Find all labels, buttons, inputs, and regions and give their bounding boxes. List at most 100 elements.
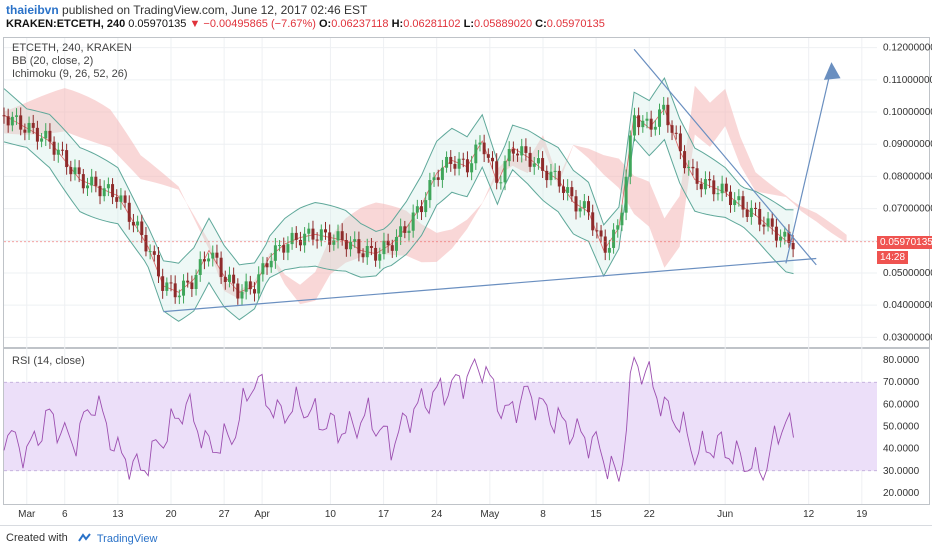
candle-body (344, 240, 348, 250)
candle-body (599, 230, 603, 237)
candle-body (349, 241, 353, 250)
candle-body (486, 154, 490, 158)
candle-body (624, 176, 628, 213)
candle-body (19, 115, 23, 130)
candle-body (365, 246, 369, 258)
candle-body (461, 158, 465, 160)
candle-body (378, 254, 382, 261)
candle-body (328, 232, 332, 245)
candle-body (290, 232, 294, 245)
candle-body (678, 133, 682, 152)
time-axis-label: 6 (62, 509, 68, 520)
candle-body (699, 183, 703, 190)
candle-body (298, 239, 302, 246)
candle-body (374, 247, 378, 261)
candle-body (465, 159, 469, 173)
candle-body (10, 116, 14, 126)
high-label: H: (391, 18, 404, 30)
time-axis-label: 15 (591, 509, 603, 520)
candle-body (737, 196, 741, 201)
candle-body (470, 163, 474, 173)
candle-body (186, 280, 190, 283)
ohlc-bar: KRAKEN:ETCETH, 240 0.05970135 ▼ −0.00495… (6, 18, 605, 30)
candle-body (156, 254, 160, 277)
time-axis-label: Apr (254, 509, 270, 520)
candle-body (632, 115, 636, 136)
ichimoku-legend[interactable]: Ichimoku (9, 26, 52, 26) (12, 68, 128, 80)
tradingview-label: TradingView (96, 533, 158, 545)
time-axis-label: 13 (112, 509, 124, 520)
candle-body (336, 231, 340, 241)
candle-body (491, 157, 495, 162)
candle-body (791, 242, 795, 250)
countdown-tag: 14:28 (877, 251, 909, 264)
rsi-axis-label: 50.0000 (883, 422, 920, 433)
bb-legend[interactable]: BB (20, close, 2) (12, 55, 94, 67)
price-pane[interactable] (3, 37, 930, 348)
change-arrow-icon: ▼ (189, 18, 201, 30)
candle-body (161, 276, 165, 291)
candle-body (282, 245, 286, 253)
candle-body (541, 158, 545, 171)
candle-body (708, 179, 712, 181)
candle-body (520, 146, 524, 156)
chart-canvas[interactable]: 0.12000000 0.11000000 0.10000000 0.09000000… (0, 0, 932, 525)
tradingview-logo[interactable]: TradingView (78, 532, 158, 545)
candle-body (749, 207, 753, 217)
rsi-pane[interactable] (3, 348, 930, 505)
candle-body (35, 127, 39, 142)
candle-body (578, 208, 582, 212)
candle-body (98, 185, 102, 197)
candle-body (390, 245, 394, 251)
candle-body (148, 251, 152, 253)
candle-body (2, 115, 6, 117)
symbol-label: KRAKEN:ETCETH, 240 (6, 18, 126, 30)
price-axis-label: 0.08000000 (883, 171, 932, 182)
candle-body (202, 259, 206, 262)
time-axis-label: 17 (378, 509, 390, 520)
candle-body (499, 182, 503, 184)
username-link[interactable]: thaieibvn (6, 3, 59, 17)
candle-body (386, 240, 390, 246)
price-axis-label: 0.07000000 (883, 204, 932, 215)
candle-body (720, 183, 724, 194)
candle-body (227, 274, 231, 283)
candle-body (449, 156, 453, 165)
rsi-legend[interactable]: RSI (14, close) (12, 355, 85, 367)
candle-body (516, 153, 520, 156)
candle-body (86, 185, 90, 189)
candle-body (495, 161, 499, 183)
candle-body (666, 104, 670, 126)
candle-body (703, 179, 707, 190)
candle-body (31, 122, 35, 128)
close-label: C: (535, 18, 547, 30)
candle-body (762, 224, 766, 227)
candle-body (248, 281, 252, 290)
bb-fill (4, 78, 794, 322)
candle-body (712, 180, 716, 195)
candle-body (545, 170, 549, 181)
candle-body (165, 282, 169, 291)
candle-body (65, 150, 69, 168)
candle-body (40, 138, 44, 142)
price-axis-label: 0.09000000 (883, 139, 932, 150)
candle-body (695, 168, 699, 184)
candle-body (236, 283, 240, 299)
candle-body (15, 115, 19, 117)
candle-body (353, 239, 357, 242)
rsi-axis-label: 60.0000 (883, 399, 920, 410)
candle-body (382, 240, 386, 255)
candle-body (637, 115, 641, 128)
candle-body (445, 156, 449, 168)
candle-body (232, 274, 236, 284)
candle-body (524, 146, 528, 153)
candle-body (253, 289, 257, 294)
candle-body (144, 235, 148, 252)
candle-body (474, 144, 478, 164)
candle-body (403, 226, 407, 233)
candle-body (582, 201, 586, 209)
time-axis-label: 8 (540, 509, 546, 520)
candle-body (574, 196, 578, 212)
price-axis-label: 0.03000000 (883, 332, 932, 343)
candle-body (641, 120, 645, 128)
